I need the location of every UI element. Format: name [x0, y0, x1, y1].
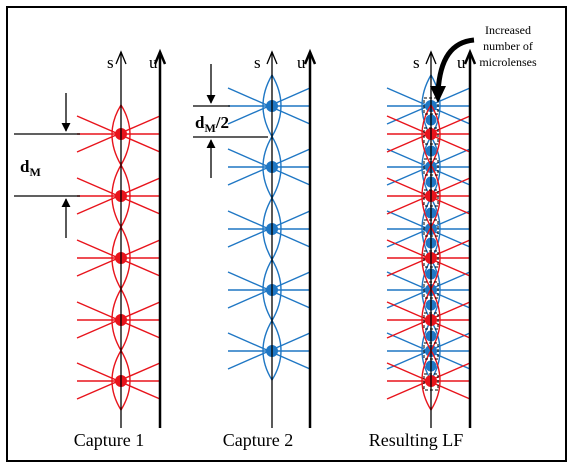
half-dm-label: d	[195, 113, 205, 132]
figure-frame	[6, 6, 567, 462]
curved-arrow-icon	[435, 37, 475, 93]
svg-text:dM: dM	[20, 157, 41, 179]
u-axis-2-arrowhead	[303, 48, 317, 65]
dm-subscript: M	[29, 165, 40, 179]
increased-microlenses-note: Increased number of microlenses	[430, 23, 537, 103]
note-line-2: number of	[483, 39, 533, 53]
note-line-1: Increased	[485, 23, 531, 37]
capture1-panel	[76, 48, 167, 428]
note-line-3: microlenses	[479, 55, 537, 69]
half-dm-subscript: M	[204, 121, 215, 135]
u-axis-label-3: u	[457, 53, 466, 72]
half-dm-dimension: dM/2	[193, 64, 268, 178]
s-axis-label-2: s	[254, 53, 261, 72]
u-axis-1-arrowhead	[153, 48, 167, 65]
u-axis-label-2: u	[297, 53, 306, 72]
result-panel	[386, 48, 477, 428]
capture2-panel	[227, 48, 317, 428]
caption-resulting-lf: Resulting LF	[369, 430, 464, 450]
caption-capture-2: Capture 2	[223, 430, 293, 450]
s-axis-1-arrowhead	[115, 50, 127, 65]
u-axis-3-arrowhead	[463, 48, 477, 65]
s-axis-2-arrowhead	[266, 50, 278, 65]
caption-capture-1: Capture 1	[74, 430, 144, 450]
u-axis-label-1: u	[149, 53, 158, 72]
dm-dimension: dM	[14, 93, 80, 238]
dm-label: d	[20, 157, 30, 176]
svg-text:dM/2: dM/2	[195, 113, 229, 135]
s-axis-label-3: s	[413, 53, 420, 72]
s-axis-label-1: s	[107, 53, 114, 72]
s-axis-3-arrowhead	[425, 50, 437, 65]
half-dm-suffix: /2	[215, 113, 229, 132]
